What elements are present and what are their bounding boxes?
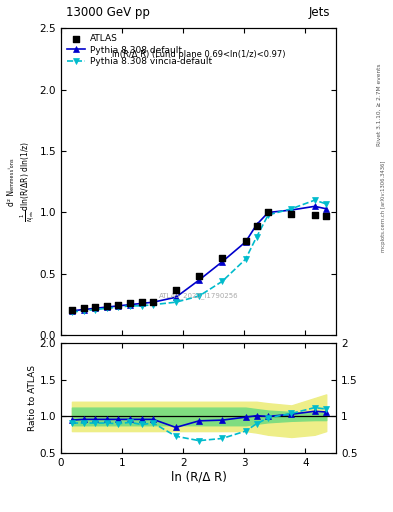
Line: Pythia 8.308 default: Pythia 8.308 default bbox=[69, 204, 329, 313]
Pythia 8.308 default bbox=[266, 209, 270, 216]
Line: Pythia 8.308 vincia-default: Pythia 8.308 vincia-default bbox=[69, 198, 329, 315]
Y-axis label: Ratio to ATLAS: Ratio to ATLAS bbox=[28, 365, 37, 431]
X-axis label: ln (R/Δ R): ln (R/Δ R) bbox=[171, 471, 226, 484]
ATLAS bbox=[196, 272, 202, 281]
Pythia 8.308 default bbox=[220, 259, 225, 265]
Pythia 8.308 vincia-default bbox=[105, 305, 109, 311]
Pythia 8.308 default bbox=[254, 222, 259, 228]
Pythia 8.308 vincia-default bbox=[70, 309, 74, 315]
ATLAS bbox=[312, 211, 318, 219]
ATLAS bbox=[242, 237, 249, 245]
ATLAS bbox=[127, 300, 133, 308]
ATLAS bbox=[288, 209, 294, 218]
Y-axis label: d² Nₑₘₘₑₛₛⁱₒₙₛ
$\frac{1}{N_{\rm jets}}$dln(R/ΔR) dln(1/z): d² Nₑₘₘₑₛₛⁱₒₙₛ $\frac{1}{N_{\rm jets}}$d… bbox=[7, 141, 37, 222]
Pythia 8.308 vincia-default bbox=[197, 293, 202, 299]
Pythia 8.308 vincia-default bbox=[151, 302, 156, 308]
Pythia 8.308 default bbox=[70, 308, 74, 314]
ATLAS bbox=[69, 306, 75, 314]
Pythia 8.308 vincia-default bbox=[81, 308, 86, 314]
Pythia 8.308 vincia-default bbox=[324, 201, 329, 207]
Text: ATLAS_2020_I1790256: ATLAS_2020_I1790256 bbox=[159, 292, 238, 299]
Pythia 8.308 default bbox=[151, 299, 156, 305]
Pythia 8.308 vincia-default bbox=[312, 197, 317, 203]
ATLAS bbox=[219, 254, 226, 262]
Pythia 8.308 vincia-default bbox=[266, 212, 270, 218]
ATLAS bbox=[265, 208, 271, 217]
Pythia 8.308 vincia-default bbox=[128, 303, 132, 309]
ATLAS bbox=[104, 302, 110, 310]
Pythia 8.308 default bbox=[105, 304, 109, 310]
Text: Jets: Jets bbox=[309, 6, 331, 19]
Pythia 8.308 default bbox=[93, 305, 97, 311]
Pythia 8.308 vincia-default bbox=[139, 303, 144, 309]
Pythia 8.308 default bbox=[139, 301, 144, 307]
Text: ln(R/Δ R) (Lund plane 0.69<ln(1/z)<0.97): ln(R/Δ R) (Lund plane 0.69<ln(1/z)<0.97) bbox=[112, 50, 285, 59]
Pythia 8.308 vincia-default bbox=[243, 256, 248, 262]
ATLAS bbox=[115, 301, 121, 309]
Pythia 8.308 vincia-default bbox=[220, 278, 225, 284]
ATLAS bbox=[150, 298, 156, 306]
Pythia 8.308 default bbox=[289, 207, 294, 213]
Pythia 8.308 vincia-default bbox=[116, 304, 121, 310]
ATLAS bbox=[323, 212, 329, 220]
Pythia 8.308 default bbox=[312, 203, 317, 209]
Pythia 8.308 default bbox=[81, 307, 86, 313]
Pythia 8.308 default bbox=[324, 206, 329, 212]
ATLAS bbox=[138, 298, 145, 306]
Pythia 8.308 default bbox=[197, 277, 202, 283]
ATLAS bbox=[92, 303, 98, 311]
Text: 13000 GeV pp: 13000 GeV pp bbox=[66, 6, 150, 19]
Legend: ATLAS, Pythia 8.308 default, Pythia 8.308 vincia-default: ATLAS, Pythia 8.308 default, Pythia 8.30… bbox=[65, 33, 214, 68]
Pythia 8.308 default bbox=[243, 239, 248, 245]
ATLAS bbox=[173, 286, 179, 294]
Pythia 8.308 vincia-default bbox=[289, 206, 294, 212]
Pythia 8.308 default bbox=[128, 302, 132, 308]
Text: mcplots.cern.ch [arXiv:1306.3436]: mcplots.cern.ch [arXiv:1306.3436] bbox=[381, 161, 386, 252]
Pythia 8.308 vincia-default bbox=[254, 234, 259, 240]
ATLAS bbox=[253, 222, 260, 230]
Pythia 8.308 vincia-default bbox=[93, 307, 97, 313]
Pythia 8.308 default bbox=[173, 294, 178, 301]
ATLAS bbox=[81, 304, 87, 312]
Pythia 8.308 vincia-default bbox=[173, 299, 178, 305]
Pythia 8.308 default bbox=[116, 303, 121, 309]
Text: Rivet 3.1.10, ≥ 2.7M events: Rivet 3.1.10, ≥ 2.7M events bbox=[377, 63, 382, 146]
